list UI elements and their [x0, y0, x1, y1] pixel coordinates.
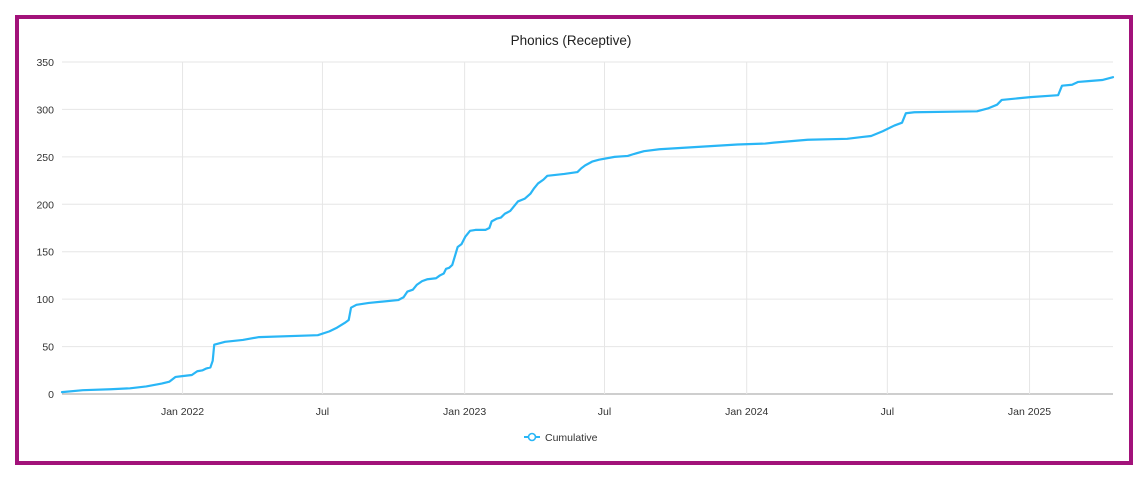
legend[interactable]: Cumulative	[524, 432, 598, 444]
x-tick-label: Jul	[598, 406, 611, 418]
x-tick-label: Jan 2025	[1008, 406, 1051, 418]
y-tick-label: 0	[48, 389, 54, 401]
series-layer	[60, 76, 1115, 394]
x-tick-label: Jul	[316, 406, 329, 418]
y-tick-label: 150	[36, 247, 54, 259]
y-axis-ticks: 0 50 100 150 200 250 300 350	[36, 57, 54, 401]
y-tick-label: 200	[36, 199, 54, 211]
legend-swatch-marker	[527, 432, 537, 442]
x-tick-label: Jan 2023	[443, 406, 486, 418]
y-tick-label: 350	[36, 57, 54, 69]
y-tick-label: 250	[36, 152, 54, 164]
x-tick-label: Jan 2024	[725, 406, 768, 418]
x-axis-ticks: Jan 2022 Jul Jan 2023 Jul Jan 2024 Jul Jan 202…	[161, 406, 1051, 418]
y-tick-label: 300	[36, 104, 54, 116]
x-tick-label: Jan 2022	[161, 406, 204, 418]
series-line-cumulative[interactable]	[60, 76, 1115, 394]
legend-label-cumulative: Cumulative	[545, 432, 598, 444]
x-tick-label: Jul	[881, 406, 894, 418]
chart-frame	[15, 15, 1133, 465]
y-tick-label: 100	[36, 294, 54, 306]
gridlines	[62, 61, 1113, 395]
y-tick-label: 50	[42, 342, 54, 354]
chart-title: Phonics (Receptive)	[511, 33, 632, 48]
